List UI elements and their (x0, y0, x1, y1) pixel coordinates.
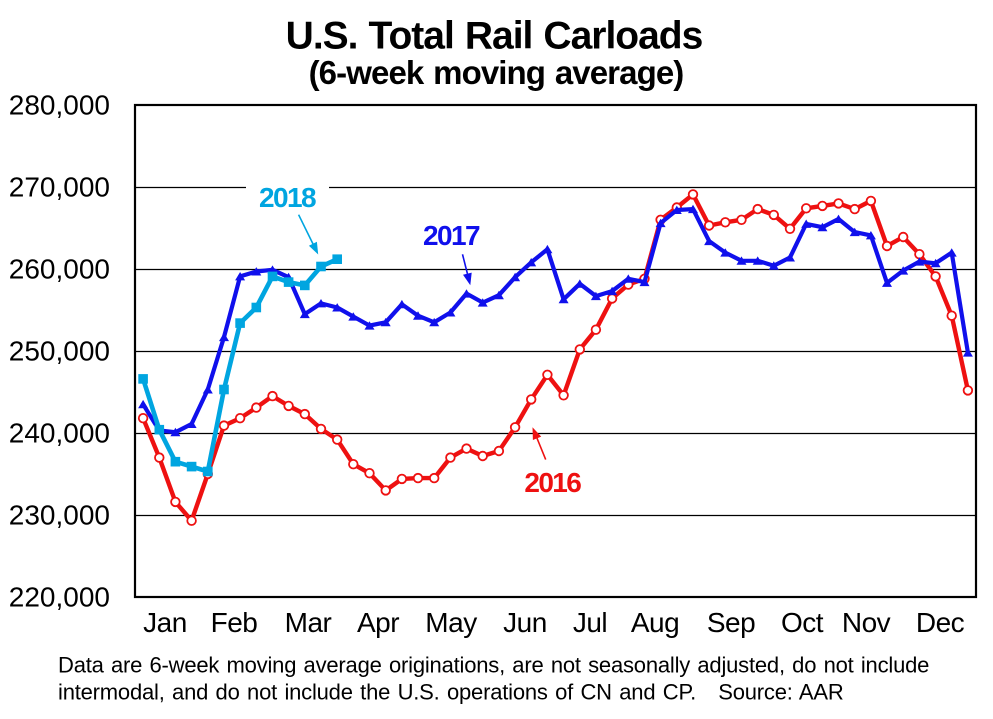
svg-text:May: May (425, 607, 477, 638)
svg-text:2017: 2017 (423, 220, 480, 251)
svg-text:270,000: 270,000 (9, 172, 110, 203)
svg-text:280,000: 280,000 (9, 90, 110, 121)
svg-text:230,000: 230,000 (9, 500, 110, 531)
svg-text:Apr: Apr (357, 607, 399, 638)
svg-text:2018: 2018 (259, 182, 316, 213)
svg-text:220,000: 220,000 (9, 582, 110, 613)
svg-text:(6-week moving average): (6-week moving average) (309, 54, 684, 91)
svg-text:Mar: Mar (285, 607, 332, 638)
svg-text:Oct: Oct (781, 607, 824, 638)
svg-text:intermodal, and do not include: intermodal, and do not include the U.S. … (58, 679, 844, 704)
svg-text:Jul: Jul (573, 607, 607, 638)
svg-text:Sep: Sep (707, 607, 755, 638)
svg-text:Nov: Nov (842, 607, 891, 638)
svg-text:250,000: 250,000 (9, 336, 110, 367)
svg-text:Data are 6-week moving average: Data are 6-week moving average originati… (58, 653, 929, 678)
svg-text:240,000: 240,000 (9, 418, 110, 449)
svg-text:Jun: Jun (503, 607, 547, 638)
svg-text:U.S. Total Rail Carloads: U.S. Total Rail Carloads (286, 15, 703, 58)
svg-text:Dec: Dec (916, 607, 965, 638)
svg-text:Feb: Feb (211, 607, 258, 638)
svg-text:Aug: Aug (631, 607, 679, 638)
svg-text:2016: 2016 (524, 467, 581, 498)
svg-text:Jan: Jan (143, 607, 187, 638)
svg-text:260,000: 260,000 (9, 254, 110, 285)
